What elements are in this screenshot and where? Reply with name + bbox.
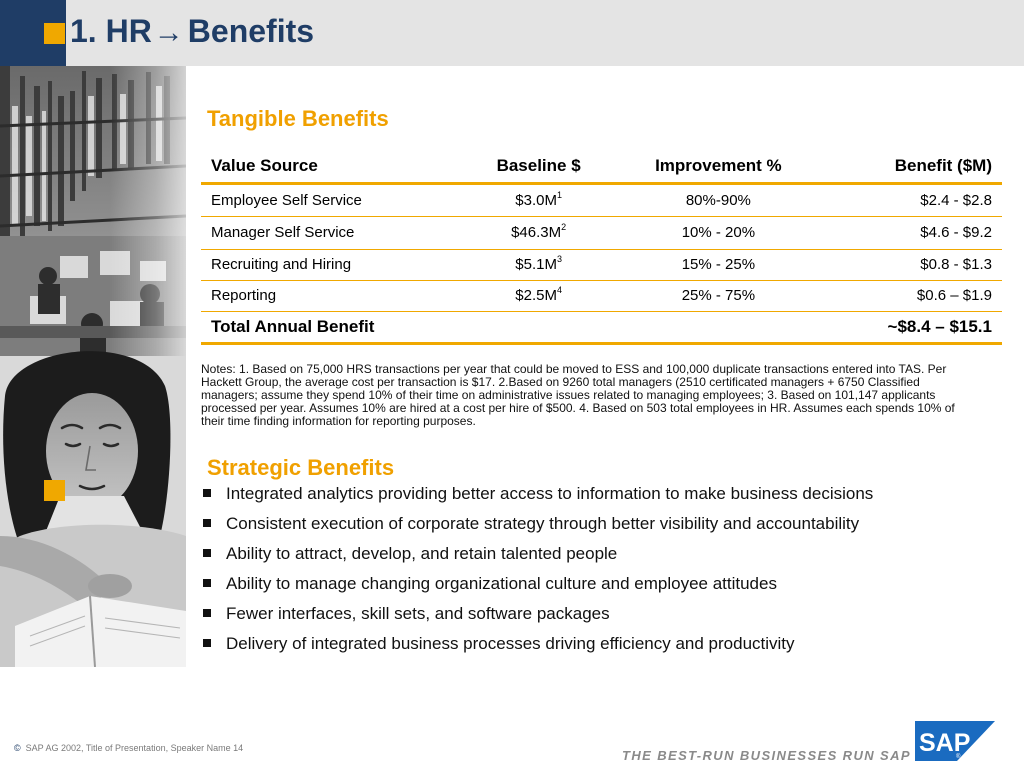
improvement-cell: 25% - 75%	[613, 280, 824, 312]
sap-logo-text: SAP	[919, 729, 970, 757]
footnote-marker: 2	[561, 222, 567, 232]
baseline-value: $46.3M	[511, 224, 562, 241]
baseline-value: $5.1M	[515, 256, 557, 273]
list-item: Fewer interfaces, skill sets, and softwa…	[203, 602, 1008, 632]
sap-logo: SAP ®	[915, 721, 995, 761]
table-row: Employee Self Service $3.0M1 80%-90% $2.…	[201, 183, 1002, 217]
column-header-benefit: Benefit ($M)	[823, 150, 1002, 185]
column-header-baseline: Baseline $	[463, 150, 614, 185]
title-bar	[0, 0, 1024, 66]
list-item: Ability to attract, develop, and retain …	[203, 542, 1008, 572]
baseline-value: $2.5M	[515, 287, 557, 304]
table-row: Recruiting and Hiring $5.1M3 15% - 25% $…	[201, 249, 1002, 281]
side-accent-square	[44, 480, 65, 501]
improvement-cell: 15% - 25%	[613, 249, 824, 281]
total-label: Total Annual Benefit	[201, 311, 464, 345]
benefit-cell: $2.4 - $2.8	[823, 183, 1002, 217]
improvement-cell: 80%-90%	[613, 183, 824, 217]
square-bullet-icon	[203, 549, 211, 557]
list-item-text: Fewer interfaces, skill sets, and softwa…	[226, 604, 610, 623]
footnote-marker: 4	[556, 285, 562, 295]
list-item: Delivery of integrated business processe…	[203, 632, 1008, 662]
square-bullet-icon	[203, 489, 211, 497]
photo-illustration	[0, 66, 186, 667]
baseline-cell: $5.1M3	[463, 249, 614, 281]
footnotes: Notes: 1. Based on 75,000 HRS transactio…	[201, 362, 955, 428]
total-row: Total Annual Benefit ~$8.4 – $15.1	[201, 311, 1002, 345]
list-item-text: Integrated analytics providing better ac…	[226, 484, 874, 503]
baseline-value: $3.0M	[515, 191, 557, 209]
value-source-cell: Recruiting and Hiring	[201, 249, 464, 281]
footnote-marker: 3	[556, 254, 562, 264]
title-accent-square	[44, 23, 65, 44]
square-bullet-icon	[203, 579, 211, 587]
table-header-row: Value Source Baseline $ Improvement % Be…	[201, 150, 1002, 185]
photo-collage	[0, 66, 186, 667]
list-item-text: Ability to attract, develop, and retain …	[226, 544, 618, 563]
list-item: Ability to manage changing organizationa…	[203, 572, 1008, 602]
footer-copyright: © SAP AG 2002, Title of Presentation, Sp…	[14, 743, 243, 753]
column-header-value-source: Value Source	[201, 150, 464, 185]
copyright-icon: ©	[14, 743, 21, 753]
list-item: Consistent execution of corporate strate…	[203, 512, 1008, 542]
column-header-improvement: Improvement %	[613, 150, 824, 185]
slide-number: 1.	[70, 13, 97, 49]
strategic-benefits-heading: Strategic Benefits	[207, 455, 395, 480]
title-right: Benefits	[187, 13, 315, 49]
list-item-text: Ability to manage changing organizationa…	[226, 574, 777, 593]
square-bullet-icon	[203, 609, 211, 617]
copyright-text: SAP AG 2002, Title of Presentation, Spea…	[25, 743, 244, 753]
list-item-text: Delivery of integrated business processe…	[226, 634, 795, 653]
value-source-cell: Employee Self Service	[201, 183, 464, 217]
table-row: Manager Self Service $46.3M2 10% - 20% $…	[201, 216, 1002, 250]
benefit-cell: $0.8 - $1.3	[823, 249, 1002, 281]
square-bullet-icon	[203, 639, 211, 647]
baseline-cell: $46.3M2	[463, 216, 614, 250]
svg-text:®: ®	[956, 753, 961, 760]
strategic-benefits-list: Integrated analytics providing better ac…	[203, 482, 1008, 662]
square-bullet-icon	[203, 519, 211, 527]
benefit-cell: $0.6 – $1.9	[823, 280, 1002, 312]
baseline-cell: $3.0M1	[463, 183, 614, 217]
tangible-benefits-heading: Tangible Benefits	[207, 106, 389, 131]
value-source-cell: Manager Self Service	[201, 216, 464, 250]
footer-tagline: THE BEST-RUN BUSINESSES RUN SAP	[622, 748, 911, 763]
list-item-text: Consistent execution of corporate strate…	[226, 514, 860, 533]
tangible-benefits-table: Value Source Baseline $ Improvement % Be…	[201, 150, 1002, 345]
arrow-right-icon: →	[153, 16, 184, 49]
improvement-cell: 10% - 20%	[613, 216, 824, 250]
baseline-cell: $2.5M4	[463, 280, 614, 312]
slide-title: 1. HR→ Benefits	[70, 13, 314, 50]
title-left: HR	[105, 13, 152, 49]
table-row: Reporting $2.5M4 25% - 75% $0.6 – $1.9	[201, 280, 1002, 312]
list-item: Integrated analytics providing better ac…	[203, 482, 1008, 512]
value-source-cell: Reporting	[201, 280, 464, 312]
total-value: ~$8.4 – $15.1	[823, 311, 1002, 345]
benefit-cell: $4.6 - $9.2	[823, 216, 1002, 250]
footnote-marker: 1	[556, 189, 562, 200]
